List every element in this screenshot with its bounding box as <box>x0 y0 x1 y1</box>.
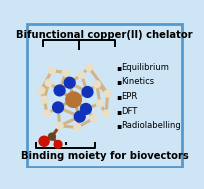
Text: ▪: ▪ <box>116 92 121 101</box>
Text: Kinetics: Kinetics <box>121 77 154 87</box>
Text: ▪: ▪ <box>116 63 121 72</box>
Text: Radiolabelling: Radiolabelling <box>121 121 181 130</box>
Circle shape <box>48 133 55 140</box>
Circle shape <box>39 136 49 146</box>
Circle shape <box>56 122 63 129</box>
Circle shape <box>53 102 63 113</box>
Circle shape <box>74 124 81 131</box>
Circle shape <box>90 115 97 122</box>
Text: Binding moiety for biovectors: Binding moiety for biovectors <box>21 150 188 160</box>
Circle shape <box>104 90 111 97</box>
Circle shape <box>93 81 100 88</box>
Circle shape <box>54 140 62 148</box>
Text: Bifunctional copper(II) chelator: Bifunctional copper(II) chelator <box>16 30 193 40</box>
Circle shape <box>81 104 91 114</box>
Circle shape <box>48 67 55 74</box>
Text: Equilibrium: Equilibrium <box>121 63 169 72</box>
Circle shape <box>45 79 52 86</box>
Text: ▪: ▪ <box>116 121 121 130</box>
Circle shape <box>103 110 110 117</box>
Circle shape <box>85 64 93 71</box>
Circle shape <box>64 77 75 88</box>
Circle shape <box>38 87 44 94</box>
Circle shape <box>62 69 69 76</box>
Circle shape <box>96 100 103 107</box>
Circle shape <box>44 110 51 117</box>
Circle shape <box>82 87 93 97</box>
Circle shape <box>74 111 85 122</box>
Text: DFT: DFT <box>121 107 137 116</box>
Circle shape <box>54 85 65 96</box>
Text: ▪: ▪ <box>116 107 121 116</box>
Text: EPR: EPR <box>121 92 137 101</box>
Circle shape <box>78 72 85 78</box>
Circle shape <box>66 92 81 107</box>
Text: ▪: ▪ <box>116 77 121 87</box>
Circle shape <box>41 96 48 103</box>
FancyBboxPatch shape <box>27 24 182 167</box>
